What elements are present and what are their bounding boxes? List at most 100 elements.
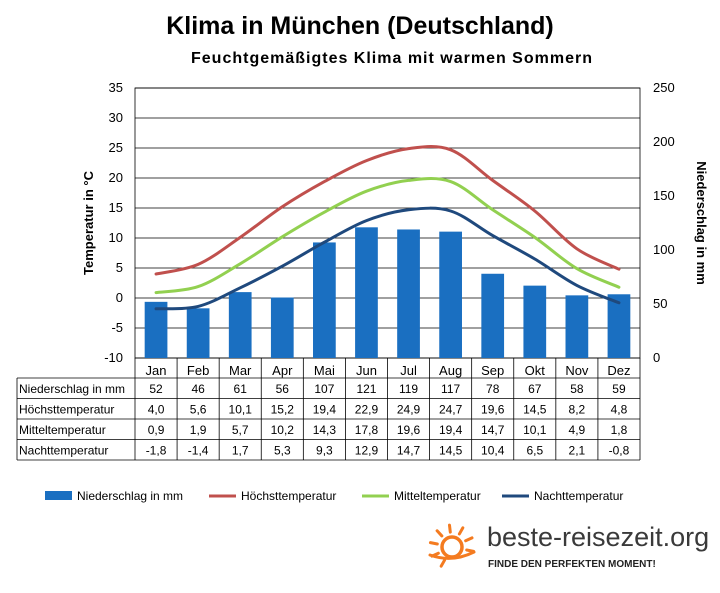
y-tick-right: 50 <box>653 296 667 311</box>
table-cell: 58 <box>570 382 584 396</box>
y-axis-label-right: Niederschlag in mm <box>694 161 709 285</box>
table-cell: 22,9 <box>355 403 379 417</box>
legend-entry: Nachttemperatur <box>534 489 623 503</box>
bar-niederschlag <box>313 242 336 358</box>
y-tick-right: 200 <box>653 134 675 149</box>
table-cell: 59 <box>612 382 626 396</box>
sun-ray <box>447 523 452 534</box>
chart-title: Klima in München (Deutschland) <box>166 12 554 40</box>
table-cell: 117 <box>441 382 460 396</box>
table-cell: 56 <box>276 382 290 396</box>
x-tick-label: Okt <box>525 363 546 378</box>
y-tick-left: 15 <box>109 200 123 215</box>
bar-niederschlag <box>144 301 168 358</box>
table-cell: 10,1 <box>229 403 253 417</box>
y-tick-left: -10 <box>104 350 123 365</box>
sun-ray <box>464 536 474 543</box>
x-tick-label: Dez <box>607 363 630 378</box>
table-cell: 24,7 <box>439 403 463 417</box>
table-cell: 5,3 <box>274 444 291 458</box>
y-tick-left: 25 <box>109 140 123 155</box>
table-cell: 1,9 <box>190 423 207 437</box>
brand-name: beste-reisezeit.org <box>487 522 710 552</box>
y-tick-right: 0 <box>653 350 660 365</box>
line-höchsttemperatur <box>154 145 621 276</box>
table-cell: 10,1 <box>523 423 547 437</box>
x-tick-label: Apr <box>272 363 293 378</box>
table-cell: 4,0 <box>148 403 165 417</box>
sun-ray <box>435 529 444 538</box>
bar-niederschlag <box>607 294 631 358</box>
table-row-label: Mitteltemperatur <box>19 423 106 437</box>
table-cell: 10,2 <box>271 423 295 437</box>
x-tick-label: Nov <box>565 363 589 378</box>
table-cell: 9,3 <box>316 444 333 458</box>
table-row-label: Höchsttemperatur <box>19 403 114 417</box>
bar-niederschlag <box>186 308 210 358</box>
table-cell: 6,5 <box>526 444 543 458</box>
bar-niederschlag <box>439 231 462 358</box>
plot-frame <box>134 87 641 359</box>
bar-niederschlag <box>565 295 589 358</box>
table-cell: 19,4 <box>313 403 337 417</box>
legend-swatch-niederschlag <box>45 491 72 500</box>
bar-niederschlag <box>397 229 420 358</box>
legend-entry: Höchsttemperatur <box>241 489 336 503</box>
x-tick-label: Mar <box>229 363 252 378</box>
table-cell: 17,8 <box>355 423 379 437</box>
y-tick-right: 150 <box>653 188 675 203</box>
table-cell: 61 <box>234 382 248 396</box>
table-cell: 78 <box>486 382 500 396</box>
table-cell: 14,5 <box>523 403 547 417</box>
line-nachttemperatur <box>154 206 621 311</box>
table-cell: 19,6 <box>397 423 421 437</box>
y-tick-left: 20 <box>109 170 123 185</box>
table-cell: 5,6 <box>190 403 207 417</box>
chart-subtitle: Feuchtgemäßigtes Klima mit warmen Sommer… <box>191 50 593 67</box>
table-cell: 14,3 <box>313 423 337 437</box>
y-tick-left: 35 <box>109 80 123 95</box>
x-tick-label: Sep <box>481 363 504 378</box>
y-tick-left: 5 <box>116 260 123 275</box>
bar-niederschlag <box>355 227 378 358</box>
table-cell: 1,7 <box>232 444 249 458</box>
bar-niederschlag <box>228 292 252 358</box>
x-tick-label: Jun <box>356 363 377 378</box>
table-cell: 12,9 <box>355 444 379 458</box>
table-cell: 15,2 <box>271 403 295 417</box>
table-cell: -1,8 <box>146 444 167 458</box>
table-cell: 8,2 <box>569 403 586 417</box>
y-tick-left: -5 <box>111 320 123 335</box>
bar-niederschlag <box>481 273 505 358</box>
table-row-label: Nachttemperatur <box>19 444 108 458</box>
table-cell: 4,8 <box>611 403 628 417</box>
y-axis-label-left: Temperatur in °C <box>81 170 96 275</box>
table-cell: 10,4 <box>481 444 505 458</box>
table-cell: 119 <box>399 382 418 396</box>
x-tick-label: Jul <box>400 363 417 378</box>
brand-slogan: FINDE DEN PERFEKTEN MOMENT! <box>488 559 656 570</box>
line-mitteltemperatur <box>154 177 621 295</box>
table-cell: 14,7 <box>481 423 505 437</box>
table-cell: 67 <box>528 382 542 396</box>
table-cell: 5,7 <box>232 423 249 437</box>
table-cell: -1,4 <box>188 444 209 458</box>
sun-ray <box>439 558 447 568</box>
table-row-label: Niederschlag in mm <box>19 382 125 396</box>
bar-niederschlag <box>270 297 294 358</box>
table-cell: 19,6 <box>481 403 505 417</box>
table-cell: 0,9 <box>148 423 165 437</box>
x-tick-label: Mai <box>314 363 335 378</box>
y-tick-right: 250 <box>653 80 675 95</box>
table-cell: 14,7 <box>397 444 421 458</box>
legend-entry: Mitteltemperatur <box>394 489 481 503</box>
y-tick-left: 30 <box>109 110 123 125</box>
table-cell: 107 <box>314 382 334 396</box>
table-cell: 14,5 <box>439 444 463 458</box>
table-cell: 46 <box>191 382 205 396</box>
legend-entry: Niederschlag in mm <box>77 489 183 503</box>
sun-smile <box>428 550 476 560</box>
table-cell: 121 <box>356 382 376 396</box>
bar-niederschlag <box>523 285 547 358</box>
x-tick-label: Aug <box>439 363 462 378</box>
